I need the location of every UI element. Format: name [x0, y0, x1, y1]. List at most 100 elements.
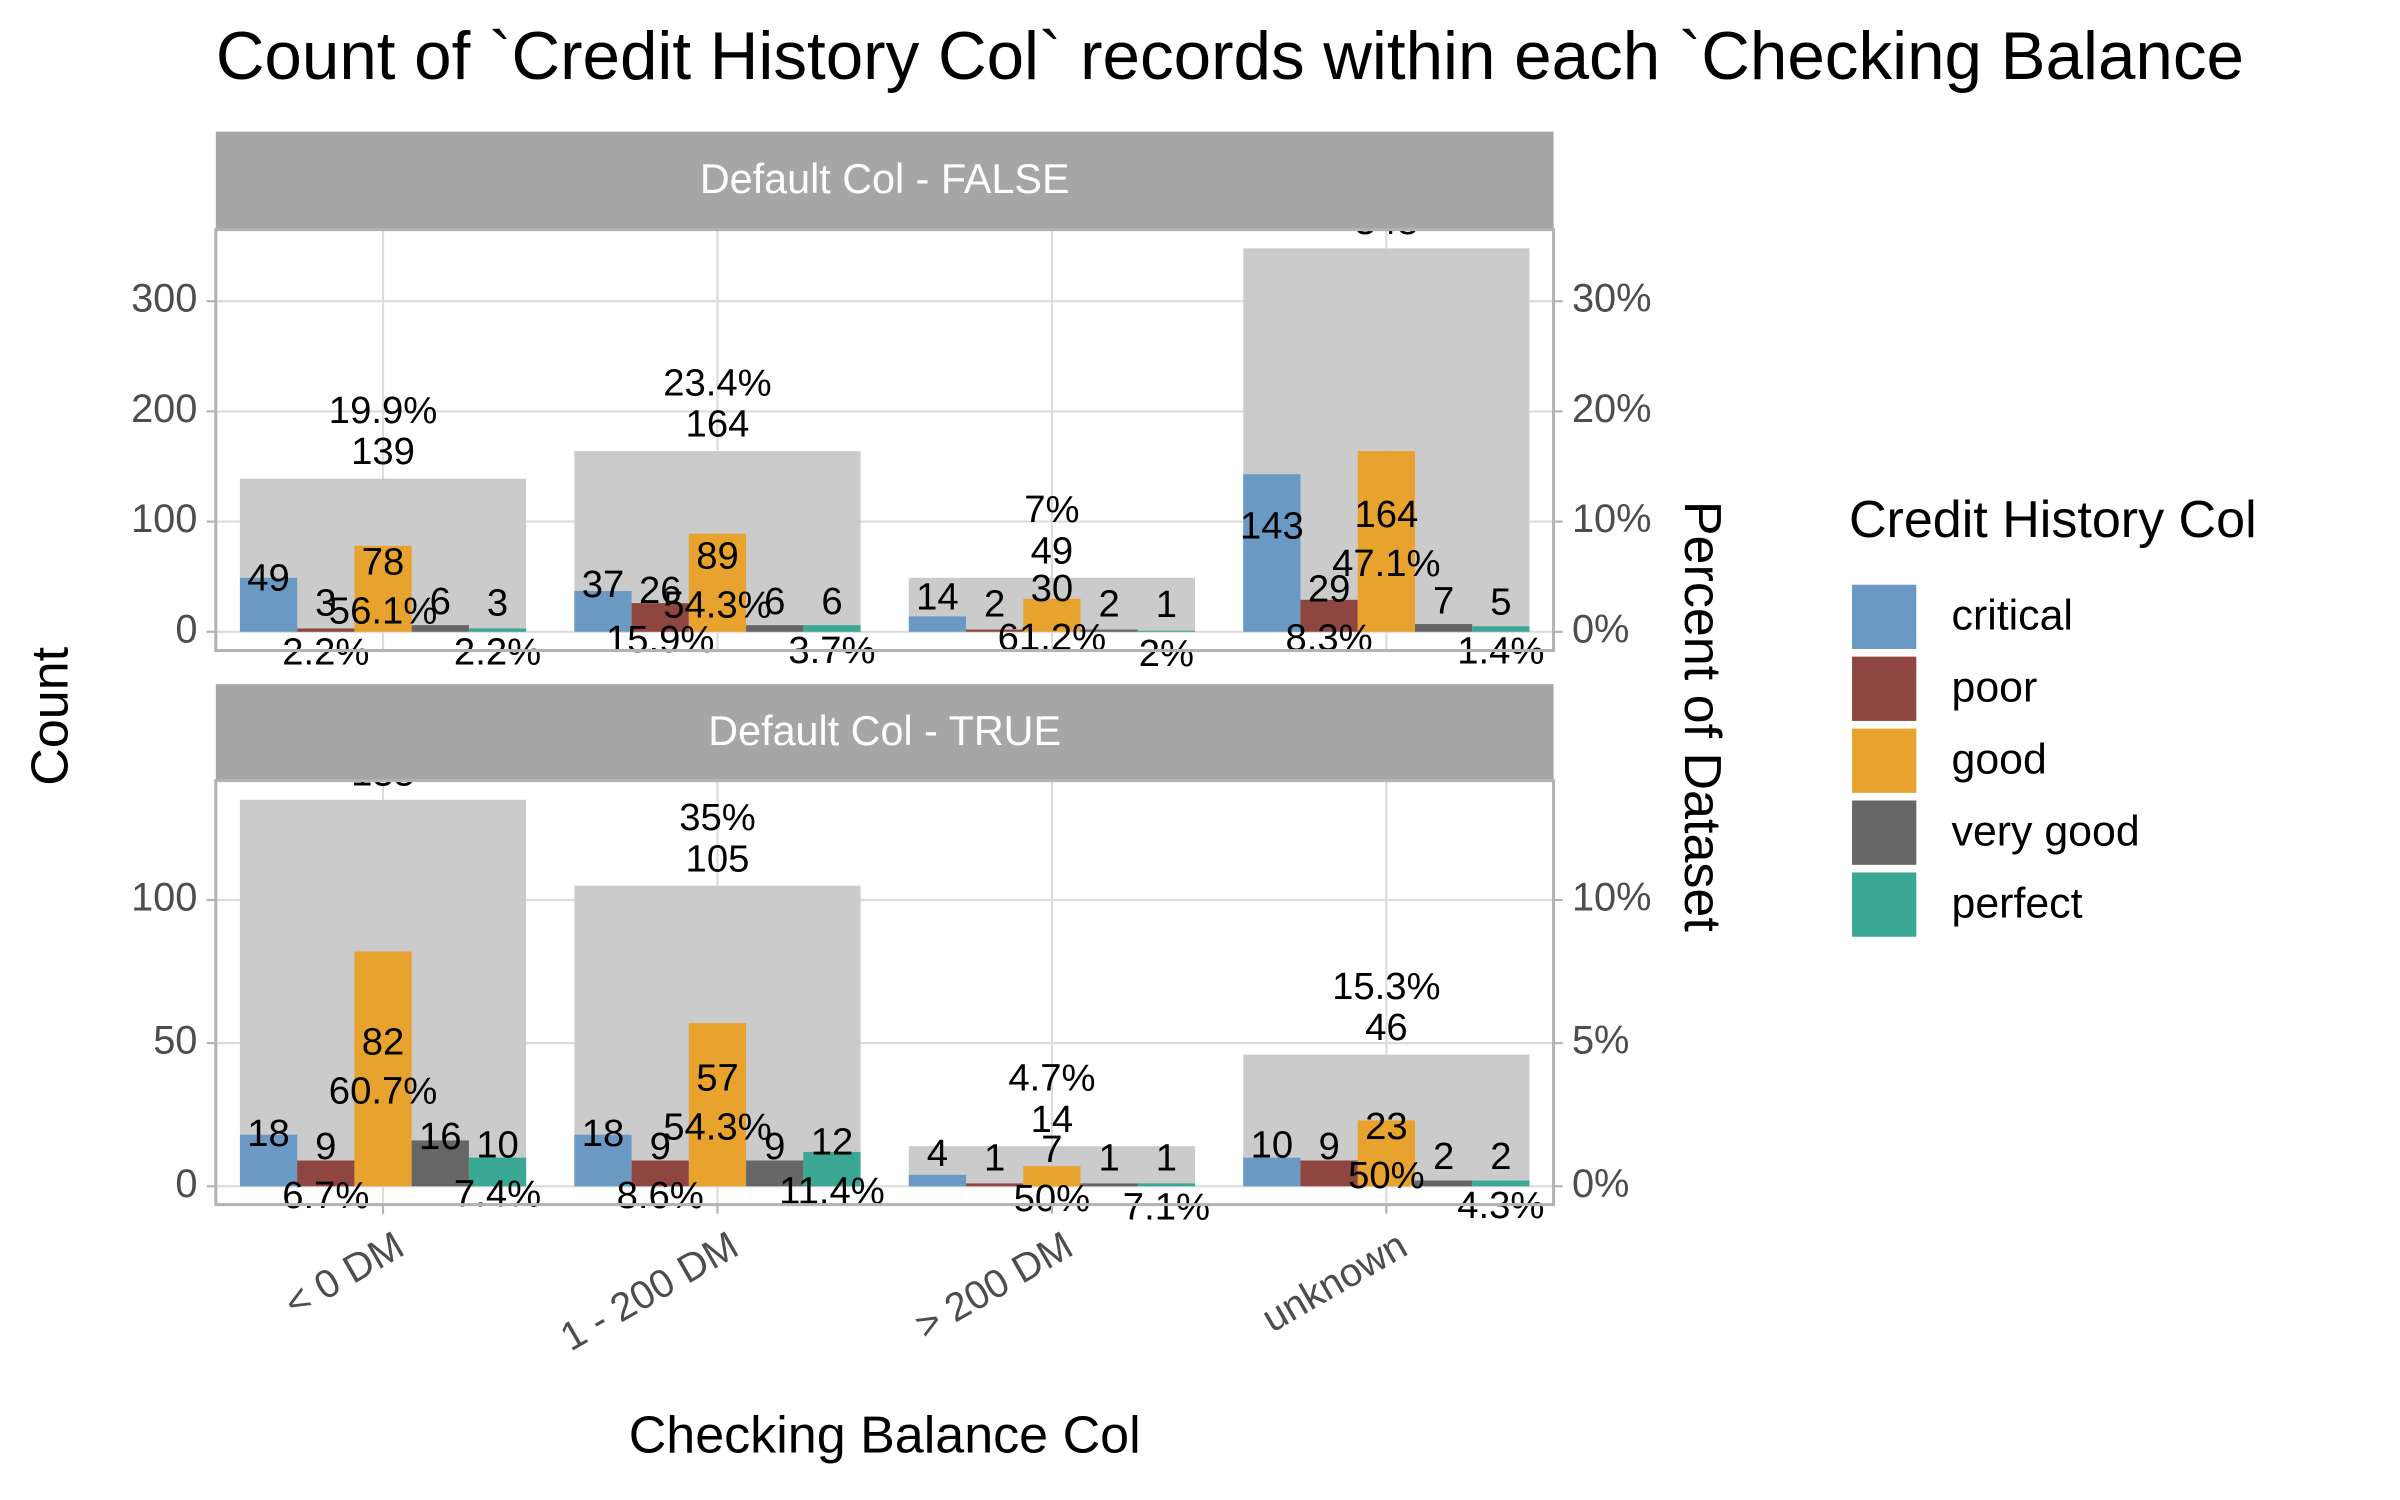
total-count-label: 46: [1365, 1006, 1408, 1049]
bar-percent-label: 50%: [1348, 1154, 1425, 1197]
bar-count-label: 143: [1240, 505, 1304, 548]
y-tick-label: 200: [131, 387, 197, 431]
bar-percent-label: 2.2%: [454, 631, 541, 674]
y2-tick-label: 0%: [1572, 1162, 1630, 1206]
bar: [631, 1160, 689, 1187]
bar: [239, 577, 298, 632]
bar: [908, 1174, 967, 1187]
total-count-label: 164: [686, 403, 750, 446]
bar-count-label: 164: [1354, 493, 1418, 536]
bar-percent-label: 61.2%: [998, 616, 1106, 659]
panel-border: [214, 228, 1556, 653]
y2-tick-label: 0%: [1572, 607, 1630, 651]
bar-percent-label: 2%: [1139, 632, 1194, 675]
bar-count-label: 9: [650, 1125, 671, 1168]
bar: [239, 1134, 298, 1187]
bar: [1137, 630, 1196, 632]
y2-tick-label: 10%: [1572, 497, 1652, 541]
bar: [411, 625, 469, 632]
bar-count-label: 23: [1365, 1105, 1408, 1148]
x-tick-label: 1 - 200 DM: [553, 1223, 745, 1359]
panel-border: [214, 779, 1556, 1207]
bar-percent-label: 8.6%: [617, 1174, 704, 1217]
y-tick-label: 100: [131, 497, 197, 541]
bar-percent-label: 60.7%: [329, 1069, 437, 1112]
bar-count-label: 26: [639, 569, 682, 612]
bar-count-label: 18: [247, 1112, 290, 1155]
total-percent-label: 23.4%: [663, 361, 771, 404]
bar: [1137, 1183, 1196, 1187]
y-axis-title: Count: [21, 646, 79, 785]
total-percent-label: 7%: [1024, 488, 1079, 531]
facet-label: Default Col - FALSE: [700, 156, 1070, 202]
bar-percent-label: 56.1%: [329, 589, 437, 632]
bar-count-label: 2: [984, 582, 1005, 625]
bar: [354, 951, 412, 1187]
total-percent-label: 15.3%: [1332, 965, 1440, 1008]
legend-label: very good: [1952, 807, 2140, 855]
bar: [468, 1157, 527, 1187]
bar: [631, 603, 689, 632]
bar: [688, 1023, 747, 1187]
bar: [966, 1183, 1024, 1187]
bar: [297, 628, 355, 632]
bar: [1472, 1180, 1530, 1187]
y-tick-label: 0: [175, 607, 197, 651]
bar-count-label: 2: [1099, 582, 1120, 625]
total-count-label: 49: [1031, 529, 1074, 572]
bar-percent-label: 8.3%: [1286, 616, 1373, 659]
bar: [1023, 598, 1081, 632]
bar-count-label: 89: [696, 534, 739, 577]
legend-label: critical: [1952, 592, 2073, 640]
chart-title: Count of `Credit History Col` records wi…: [216, 19, 2244, 94]
bar-count-label: 5: [1490, 581, 1511, 624]
y2-tick-label: 30%: [1572, 277, 1652, 321]
y2-axis-title: Percent of Dataset: [1673, 501, 1731, 932]
bar-count-label: 10: [1251, 1124, 1294, 1167]
bar-count-label: 1: [1099, 1136, 1120, 1179]
bar-count-label: 3: [315, 582, 336, 625]
bar: [574, 591, 632, 632]
bar: [1472, 626, 1530, 632]
bar-percent-label: 54.3%: [663, 1105, 771, 1148]
bar-count-label: 16: [419, 1115, 462, 1158]
bar: [1357, 451, 1415, 632]
y-tick-label: 0: [175, 1162, 197, 1206]
bar-count-label: 29: [1308, 567, 1351, 610]
legend-swatch: [1852, 656, 1917, 721]
bar-count-label: 1: [1156, 1136, 1177, 1179]
bar-percent-label: 7.1%: [1123, 1185, 1210, 1228]
legend-label: perfect: [1952, 879, 2083, 927]
bar: [1414, 1180, 1473, 1187]
bar: [1243, 1157, 1301, 1187]
x-tick-label: < 0 DM: [277, 1223, 411, 1326]
total-count-label: 139: [351, 430, 415, 473]
bar: [1243, 474, 1301, 632]
bar-count-label: 3: [487, 582, 508, 625]
bar: [908, 616, 967, 632]
facet-label: Default Col - TRUE: [708, 708, 1061, 754]
bar: [297, 1160, 355, 1187]
bar-count-label: 9: [764, 1125, 785, 1168]
y-tick-label: 50: [153, 1019, 197, 1063]
total-percent-label: 19.9%: [329, 389, 437, 432]
bar: [688, 533, 747, 632]
total-count-label: 14: [1031, 1098, 1074, 1141]
bar-count-label: 9: [315, 1125, 336, 1168]
bar: [966, 629, 1024, 632]
facet-strip: [215, 131, 1554, 230]
bar: [1023, 1166, 1081, 1187]
bar-count-label: 10: [476, 1124, 519, 1167]
bar: [746, 1160, 804, 1187]
bar: [803, 625, 861, 632]
bar: [746, 625, 804, 632]
bar: [1080, 1183, 1138, 1187]
bar-count-label: 12: [811, 1121, 854, 1164]
legend-swatch: [1852, 800, 1917, 865]
bar: [468, 628, 527, 632]
bar-percent-label: 47.1%: [1332, 542, 1440, 585]
total-percent-label: 4.7%: [1008, 1056, 1095, 1099]
bar: [574, 1134, 632, 1187]
